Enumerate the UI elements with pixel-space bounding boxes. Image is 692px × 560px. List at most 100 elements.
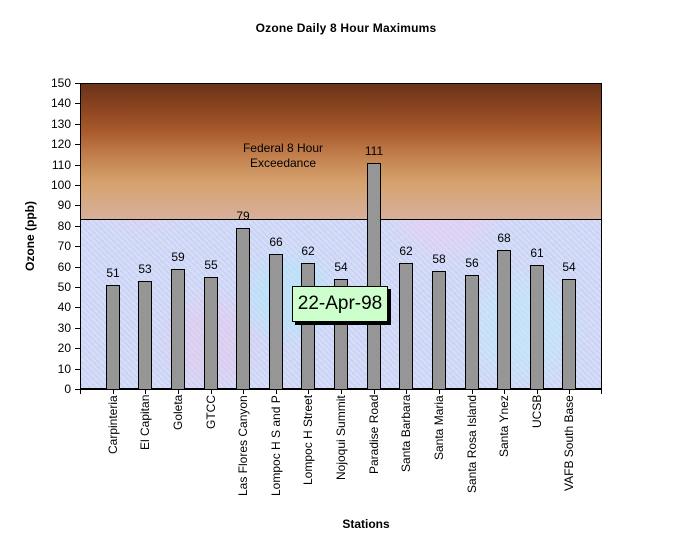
bar [367,163,381,390]
x-tick-mark [178,389,179,394]
bar [432,271,446,390]
x-tick-mark [145,389,146,394]
bar [562,279,576,390]
bar [465,275,479,390]
y-tick-mark [75,389,80,390]
x-tick-mark [243,389,244,394]
x-category-label: UCSB [530,394,544,428]
y-tick-mark [75,165,80,166]
x-tick-mark [537,389,538,394]
bar-value-label: 61 [530,246,544,260]
bar [497,250,511,390]
y-tick-mark [75,287,80,288]
x-tick-mark [439,389,440,394]
bar-value-label: 58 [432,252,446,266]
y-axis [80,83,81,389]
date-textbox: 22-Apr-98 [292,286,388,322]
bar [106,285,120,390]
bar-value-label: 53 [138,262,152,276]
bar-value-label: 56 [465,256,479,270]
x-category-label: Santa Maria [432,395,446,460]
bar-value-label: 68 [497,231,511,245]
x-category-label: VAFB South Base [562,395,576,491]
x-tick-mark [308,389,309,394]
y-tick-label: 30 [57,321,71,335]
bar [530,265,544,390]
y-tick-label: 80 [57,219,71,233]
x-category-label: El Capitan [138,394,152,450]
bar-value-label: 62 [399,244,413,258]
y-tick-mark [75,226,80,227]
y-tick-mark [75,124,80,125]
y-tick-mark [75,307,80,308]
y-tick-label: 100 [50,178,71,192]
exceedance-label-line1: Federal 8 Hour [242,141,324,155]
x-category-label: Lompoc H S and P [269,395,283,496]
chart-title: Ozone Daily 8 Hour Maximums [255,21,437,35]
x-category-label: Santa Ynez [497,395,511,457]
y-tick-label: 150 [50,76,71,90]
x-category-label: Nojoqui Summit [334,395,348,480]
x-tick-mark [113,389,114,394]
x-tick-mark [374,389,375,394]
y-tick-mark [75,185,80,186]
exceedance-band [81,84,601,220]
x-tick-mark [211,389,212,394]
x-category-label: Paradise Road [367,394,381,474]
y-tick-mark [75,205,80,206]
x-category-label: Santa Barbara [399,394,413,472]
bar [138,281,152,390]
y-tick-mark [75,103,80,104]
x-tick-mark [472,389,473,394]
x-axis-label: Stations [342,517,390,531]
x-category-label: Santa Rosa Island [465,394,479,493]
x-tick-mark [504,389,505,394]
bar-value-label: 55 [204,258,218,272]
bar-value-label: 79 [236,209,250,223]
bar [301,263,315,390]
x-tick-mark [601,389,602,394]
y-tick-label: 50 [57,280,71,294]
bar [236,228,250,390]
y-tick-label: 10 [57,362,71,376]
y-tick-label: 70 [57,239,71,253]
y-tick-label: 60 [57,260,71,274]
bar-value-label: 59 [171,250,185,264]
x-tick-mark [80,389,81,394]
x-tick-mark [406,389,407,394]
y-tick-mark [75,328,80,329]
y-tick-mark [75,267,80,268]
y-tick-mark [75,348,80,349]
bar [399,263,413,390]
y-tick-mark [75,369,80,370]
bar [269,254,283,390]
y-tick-label: 40 [57,300,71,314]
y-tick-mark [75,83,80,84]
x-category-label: GTCC [204,395,218,429]
y-tick-mark [75,246,80,247]
exceedance-label-line2: Exceedance [249,156,317,170]
y-tick-label: 0 [64,382,71,396]
x-tick-mark [341,389,342,394]
x-category-label: Carpinteria [106,395,120,454]
x-tick-mark [569,389,570,394]
y-tick-label: 20 [57,341,71,355]
x-category-label: Las Flores Canyon [236,395,250,496]
y-tick-mark [75,144,80,145]
bar [204,277,218,390]
bar-value-label: 51 [106,266,120,280]
bar-value-label: 66 [269,235,283,249]
y-tick-label: 120 [50,137,71,151]
x-tick-mark [276,389,277,394]
bar-value-label: 111 [364,144,384,158]
x-category-label: Goleta [171,394,185,430]
bar [171,269,185,390]
y-tick-label: 90 [57,198,71,212]
bar-value-label: 54 [334,260,348,274]
plot-area: Federal 8 Hour Exceedance [80,83,602,389]
exceedance-label: Federal 8 Hour Exceedance [223,141,343,171]
bar-value-label: 62 [301,244,315,258]
y-axis-label: Ozone (ppb) [23,201,37,271]
y-tick-label: 110 [51,158,71,172]
x-category-label: Lompoc H Street [301,394,315,485]
